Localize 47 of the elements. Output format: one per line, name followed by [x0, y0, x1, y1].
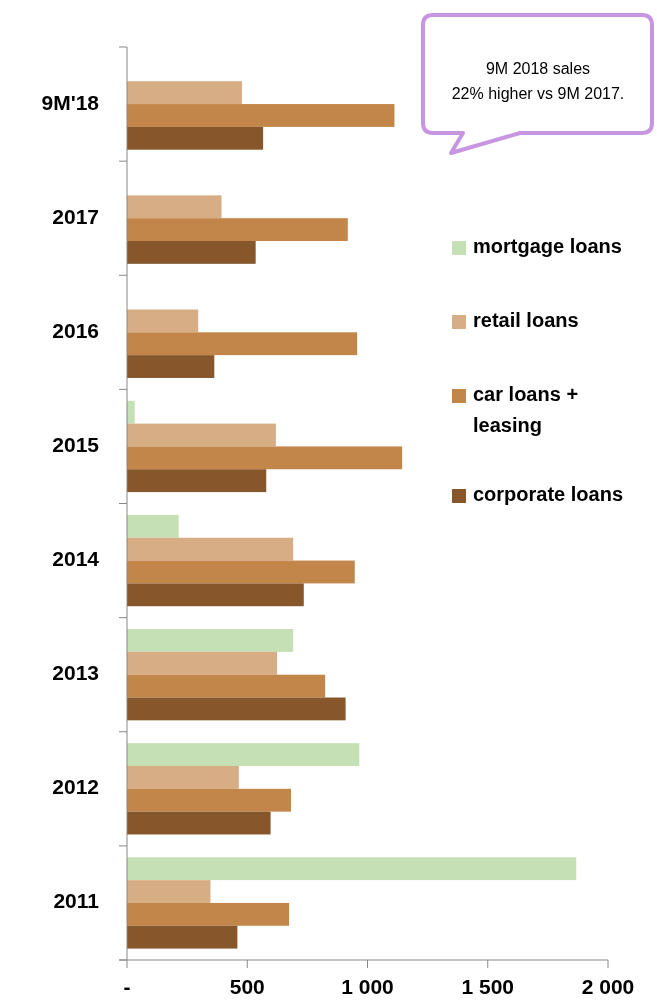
legend-label: retail loans — [473, 309, 579, 332]
annotation: 9M 2018 sales 22% higher vs 9M 2017. — [451, 60, 625, 102]
bar — [127, 697, 346, 721]
x-tick-label: - — [123, 975, 131, 998]
bar — [127, 743, 360, 766]
bar — [127, 537, 294, 561]
legend-label: corporate loans — [473, 483, 624, 506]
x-tick-label: 2 000 — [581, 975, 635, 998]
y-tick-label: 2013 — [52, 661, 99, 685]
bar — [127, 104, 395, 127]
bar — [127, 446, 403, 470]
bar — [127, 902, 290, 926]
bar — [127, 332, 358, 356]
bar — [127, 583, 304, 607]
legend-label: car loans + leasing — [473, 383, 579, 437]
bar — [127, 423, 276, 447]
bar — [127, 355, 215, 378]
bar — [127, 629, 294, 652]
x-tick-label: 1 000 — [341, 975, 394, 998]
x-tick-label: 1 500 — [461, 975, 515, 998]
bar — [127, 811, 271, 835]
bar — [127, 400, 135, 424]
y-tick-label: 2017 — [52, 204, 99, 228]
x-tick-label: 500 — [229, 975, 265, 998]
y-tick-label: 9M'18 — [41, 90, 100, 114]
bar — [127, 514, 179, 538]
bar — [127, 195, 222, 219]
bar — [127, 469, 267, 493]
bar — [127, 674, 326, 698]
bar — [127, 925, 238, 949]
bar — [127, 309, 199, 333]
y-tick-label: 2014 — [52, 547, 100, 571]
y-tick-label: 2015 — [52, 432, 100, 456]
bar — [127, 126, 264, 150]
bar — [127, 81, 242, 105]
bar — [127, 218, 348, 242]
bar — [127, 560, 355, 584]
y-tick-label: 2011 — [53, 889, 100, 913]
bar — [127, 765, 239, 789]
bar — [127, 241, 256, 264]
bar — [127, 788, 292, 812]
bar — [127, 651, 278, 675]
bar — [127, 880, 211, 903]
bar — [127, 857, 577, 881]
legend-label: mortgage loans — [473, 235, 622, 258]
y-tick-label: 2016 — [52, 318, 99, 342]
y-tick-label: 2012 — [52, 775, 99, 799]
